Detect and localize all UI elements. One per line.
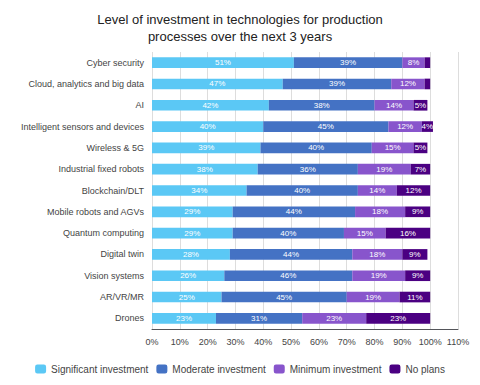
svg-text:10%: 10% [171,337,189,347]
svg-text:50%: 50% [282,337,300,347]
svg-text:12%: 12% [400,79,416,88]
svg-text:23%: 23% [176,314,192,323]
svg-text:19%: 19% [376,165,392,174]
svg-text:19%: 19% [371,271,387,280]
svg-text:12%: 12% [397,122,413,131]
svg-text:20%: 20% [199,337,217,347]
svg-text:42%: 42% [202,101,218,110]
svg-text:100%: 100% [419,337,442,347]
svg-text:39%: 39% [329,79,345,88]
svg-text:19%: 19% [365,293,381,302]
svg-text:60%: 60% [310,337,328,347]
svg-text:40%: 40% [294,186,310,195]
svg-text:AR/VR/MR: AR/VR/MR [100,292,145,302]
svg-text:Wireless & 5G: Wireless & 5G [86,143,144,153]
svg-text:Level of investment in technol: Level of investment in technologies for … [97,12,382,27]
svg-text:51%: 51% [215,58,231,67]
svg-text:29%: 29% [184,207,200,216]
svg-text:34%: 34% [191,186,207,195]
svg-text:45%: 45% [276,293,292,302]
svg-text:11%: 11% [407,293,422,302]
svg-text:40%: 40% [254,337,272,347]
svg-text:18%: 18% [372,207,388,216]
svg-text:14%: 14% [369,186,385,195]
svg-text:5%: 5% [415,143,427,152]
svg-text:39%: 39% [340,58,356,67]
svg-text:38%: 38% [314,101,330,110]
svg-text:9%: 9% [409,250,421,259]
svg-text:Cloud, analytics and big data: Cloud, analytics and big data [28,79,144,89]
svg-text:Blockchain/DLT: Blockchain/DLT [82,186,145,196]
svg-text:44%: 44% [283,250,299,259]
svg-text:15%: 15% [357,229,373,238]
svg-text:5%: 5% [415,101,427,110]
svg-text:29%: 29% [184,229,200,238]
svg-text:31%: 31% [251,314,267,323]
svg-text:Intelligent sensors and device: Intelligent sensors and devices [21,122,145,132]
svg-text:16%: 16% [400,229,416,238]
svg-text:39%: 39% [198,143,214,152]
svg-text:110%: 110% [447,337,469,347]
svg-text:70%: 70% [338,337,356,347]
svg-text:Vision systems: Vision systems [84,271,144,281]
svg-text:15%: 15% [385,143,401,152]
svg-text:processes over the next 3 year: processes over the next 3 years [148,29,333,44]
svg-text:90%: 90% [393,337,411,347]
svg-text:36%: 36% [300,165,316,174]
svg-text:7%: 7% [415,165,427,174]
svg-text:4%: 4% [422,122,434,131]
svg-text:12%: 12% [405,186,421,195]
svg-text:23%: 23% [390,314,406,323]
svg-text:Industrial fixed robots: Industrial fixed robots [58,164,144,174]
svg-text:45%: 45% [318,122,334,131]
svg-text:Moderate investment: Moderate investment [172,364,266,375]
svg-text:Quantum computing: Quantum computing [63,228,144,238]
svg-text:28%: 28% [183,250,199,259]
svg-text:AI: AI [135,100,144,110]
svg-text:14%: 14% [386,101,402,110]
svg-text:30%: 30% [226,337,244,347]
svg-text:23%: 23% [326,314,342,323]
svg-text:18%: 18% [369,250,385,259]
svg-text:40%: 40% [200,122,216,131]
svg-text:0%: 0% [145,337,158,347]
svg-text:80%: 80% [366,337,384,347]
svg-text:Cyber security: Cyber security [86,58,144,68]
svg-text:No plans: No plans [405,364,444,375]
svg-text:47%: 47% [209,79,225,88]
svg-text:38%: 38% [197,165,213,174]
svg-text:40%: 40% [280,229,296,238]
svg-text:40%: 40% [308,143,324,152]
svg-text:8%: 8% [408,58,420,67]
svg-text:Mobile robots and AGVs: Mobile robots and AGVs [47,207,145,217]
svg-text:Drones: Drones [115,313,145,323]
svg-text:44%: 44% [286,207,302,216]
svg-text:Minimum investment: Minimum investment [290,364,382,375]
svg-text:25%: 25% [179,293,195,302]
svg-text:46%: 46% [280,271,296,280]
svg-text:Significant investment: Significant investment [51,364,148,375]
svg-text:9%: 9% [412,207,424,216]
svg-text:9%: 9% [412,271,424,280]
svg-text:26%: 26% [180,271,196,280]
svg-text:Digital twin: Digital twin [100,249,144,259]
